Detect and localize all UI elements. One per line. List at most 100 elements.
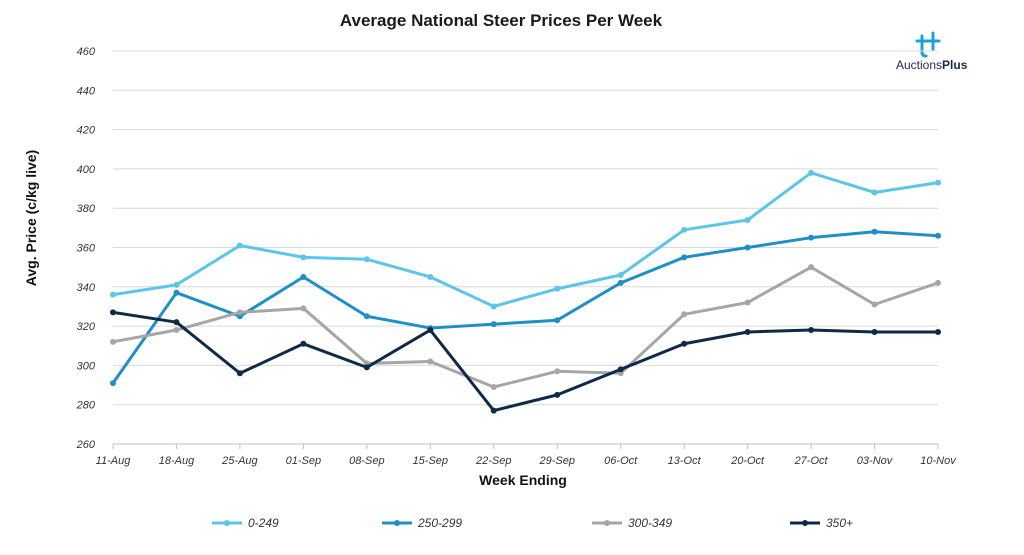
data-point <box>681 311 688 318</box>
data-point <box>681 254 688 261</box>
legend: 0-249 250-299 300-349 350+ <box>212 516 853 530</box>
auctionsplus-logo-icon <box>915 31 941 58</box>
series-300-349 <box>110 264 941 391</box>
data-point <box>681 226 688 233</box>
series-250-299 <box>110 228 941 387</box>
data-point <box>363 256 370 263</box>
data-point <box>808 327 815 334</box>
data-point <box>173 319 180 326</box>
data-point <box>490 407 497 414</box>
x-tick-label: 29-Sep <box>538 455 574 467</box>
data-point <box>808 169 815 176</box>
data-point <box>554 368 561 375</box>
y-tick-label: 420 <box>77 125 96 137</box>
data-point <box>173 281 180 288</box>
y-tick-label: 300 <box>77 360 96 372</box>
data-point <box>554 317 561 324</box>
y-tick-label: 440 <box>77 85 96 97</box>
series-line <box>112 265 939 389</box>
data-point <box>935 232 941 239</box>
data-point <box>744 244 751 251</box>
series-0-249 <box>110 169 941 310</box>
data-point <box>617 272 624 279</box>
data-point <box>490 384 497 391</box>
y-tick-label: 400 <box>77 164 96 176</box>
legend-label: 0-249 <box>248 516 279 530</box>
data-point <box>871 328 878 335</box>
data-point <box>744 216 751 223</box>
x-tick-label: 25-Aug <box>221 455 258 467</box>
legend-item: 250-299 <box>382 516 462 530</box>
x-tick-label: 03-Nov <box>857 455 894 467</box>
data-point <box>236 370 243 377</box>
data-point <box>744 299 751 306</box>
data-point <box>744 328 751 335</box>
legend-item: 300-349 <box>592 516 672 530</box>
data-point <box>871 301 878 308</box>
x-tick-label: 08-Sep <box>349 455 384 467</box>
y-tick-label: 280 <box>76 400 96 412</box>
data-point <box>554 391 561 398</box>
y-tick-label: 360 <box>77 243 96 255</box>
legend-swatch-marker <box>394 520 400 526</box>
data-point <box>110 338 116 345</box>
data-point <box>554 285 561 292</box>
data-point <box>110 309 116 316</box>
data-point <box>363 364 370 371</box>
data-point <box>935 179 941 186</box>
logo-text-bold: Plus <box>942 58 968 72</box>
series-350+ <box>110 309 941 414</box>
legend-label: 250-299 <box>417 516 462 530</box>
x-tick-label: 18-Aug <box>159 455 195 467</box>
logo-wordmark: AuctionsPlus <box>896 58 968 72</box>
y-axis-ticks: 260 280 300 320 340 360 380 400 420 440 460 <box>76 46 96 451</box>
legend-label: 350+ <box>826 516 853 530</box>
x-tick-label: 27-Oct <box>794 455 829 467</box>
data-point <box>490 321 497 328</box>
x-tick-label: 10-Nov <box>920 455 957 467</box>
data-point <box>427 358 434 365</box>
legend-swatch-marker <box>604 520 610 526</box>
data-point <box>808 234 815 241</box>
series-line <box>111 230 939 384</box>
data-point <box>363 313 370 320</box>
auctionsplus-logo: AuctionsPlus <box>896 31 968 72</box>
x-tick-label: 22-Sep <box>475 455 511 467</box>
data-point <box>427 273 434 280</box>
x-tick-label: 01-Sep <box>286 455 321 467</box>
data-point <box>236 309 243 316</box>
data-point <box>871 228 878 235</box>
legend-item: 350+ <box>790 516 853 530</box>
x-axis-ticks: 11-Aug 18-Aug 25-Aug 01-Sep 08-Sep 15-Sep 22-S… <box>96 444 957 467</box>
data-point <box>110 380 116 387</box>
series-line <box>112 310 938 413</box>
x-tick-label: 15-Sep <box>413 455 448 467</box>
chart-title: Average National Steer Prices Per Week <box>340 11 663 30</box>
data-point <box>300 254 307 261</box>
x-tick-label: 11-Aug <box>96 455 132 467</box>
data-point <box>935 328 941 335</box>
x-tick-label: 20-Oct <box>730 455 765 467</box>
data-point <box>935 279 941 286</box>
legend-swatch-marker <box>802 520 808 526</box>
y-axis-title: Avg. Price (c/kg live) <box>23 150 39 286</box>
data-point <box>173 327 180 334</box>
data-point <box>300 273 307 280</box>
data-point <box>490 303 497 310</box>
legend-item: 0-249 <box>212 516 279 530</box>
legend-label: 300-349 <box>628 516 672 530</box>
data-point <box>300 340 307 347</box>
data-point <box>173 289 180 296</box>
legend-swatch-marker <box>224 520 230 526</box>
data-point <box>871 189 878 196</box>
x-tick-label: 06-Oct <box>604 455 638 467</box>
y-tick-label: 340 <box>77 282 96 294</box>
y-tick-label: 320 <box>77 321 96 333</box>
y-tick-label: 380 <box>77 203 96 215</box>
data-point <box>300 305 307 312</box>
y-tick-label: 260 <box>76 439 96 451</box>
x-axis-title: Week Ending <box>479 472 567 488</box>
data-point <box>808 264 815 271</box>
series-lines <box>110 169 941 414</box>
